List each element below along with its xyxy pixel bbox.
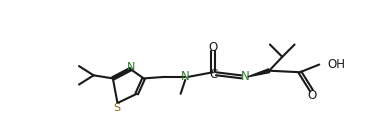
Text: C: C	[209, 68, 218, 81]
Text: OH: OH	[327, 58, 345, 71]
Text: N: N	[181, 70, 190, 83]
Text: O: O	[308, 89, 317, 102]
Text: N: N	[127, 62, 136, 72]
Text: O: O	[208, 41, 218, 54]
Text: S: S	[113, 103, 120, 113]
Polygon shape	[248, 69, 270, 77]
Text: N: N	[241, 70, 250, 83]
